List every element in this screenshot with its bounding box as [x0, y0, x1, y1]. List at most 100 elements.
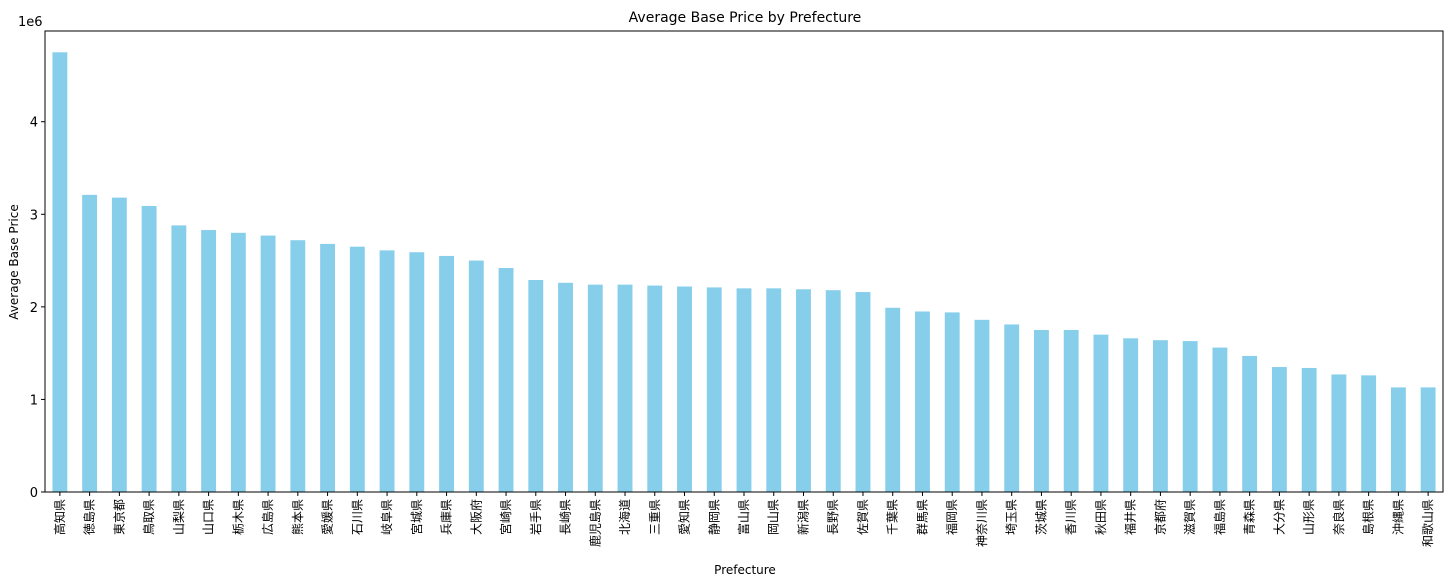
- x-axis-label: Prefecture: [714, 563, 776, 577]
- x-tick-label: 富山県: [736, 499, 751, 535]
- x-tick-label: 神奈川県: [975, 499, 989, 547]
- x-tick-label: 埼玉県: [1005, 499, 1019, 535]
- x-tick-label: 京都府: [1152, 499, 1167, 535]
- x-tick-label: 広島県: [260, 499, 275, 535]
- bar: [1390, 387, 1406, 492]
- x-tick-label: 愛媛県: [321, 499, 335, 535]
- x-tick-label: 山口県: [202, 499, 216, 535]
- bar: [766, 288, 782, 492]
- x-tick-label: 高知県: [52, 499, 67, 535]
- x-tick-label: 島根県: [1361, 499, 1376, 535]
- bar: [1063, 330, 1079, 492]
- x-axis-ticks: 高知県 徳島県 東京都 鳥取県 山梨県 山口県 栃木県 広島県 熊本県 愛媛県 石川県 岐阜県 宮城県 兵…: [52, 492, 1435, 547]
- x-tick-label: 茨城県: [1034, 499, 1048, 535]
- x-tick-label: 山梨県: [172, 499, 186, 535]
- bar: [320, 243, 336, 492]
- bar: [1301, 367, 1317, 492]
- bar: [1242, 355, 1258, 492]
- bar: [647, 285, 663, 492]
- bar: [230, 232, 246, 492]
- bar: [1212, 347, 1228, 492]
- x-tick-label: 熊本県: [290, 499, 305, 535]
- bar: [558, 282, 573, 492]
- bar: [915, 311, 930, 492]
- y-tick-label: 1: [30, 393, 38, 408]
- y-axis-label: Average Base Price: [7, 204, 21, 319]
- x-tick-label: 秋田県: [1094, 499, 1108, 535]
- x-tick-label: 三重県: [648, 499, 662, 535]
- x-tick-label: 北海道: [617, 499, 632, 535]
- x-tick-label: 香川県: [1064, 499, 1078, 535]
- bar: [1123, 338, 1139, 492]
- bar: [141, 205, 157, 492]
- x-tick-label: 岐阜県: [380, 499, 394, 535]
- bar: [617, 284, 633, 492]
- x-tick-label: 福岡県: [944, 499, 959, 535]
- y-tick-label: 2: [30, 301, 38, 316]
- x-tick-label: 福島県: [1212, 499, 1227, 535]
- x-tick-label: 沖縄県: [1390, 499, 1405, 535]
- bar: [1004, 324, 1020, 492]
- bar: [468, 260, 484, 492]
- y-axis-ticks: 0 1 2 3 4: [30, 116, 45, 501]
- plot-frame: [44, 30, 1444, 493]
- bar: [349, 246, 365, 492]
- x-tick-label: 兵庫県: [440, 499, 454, 535]
- x-tick-label: 福井県: [1123, 499, 1138, 535]
- bar: [82, 194, 98, 492]
- x-tick-label: 山形県: [1302, 499, 1316, 535]
- x-tick-label: 新潟県: [795, 499, 810, 535]
- bar: [825, 290, 841, 492]
- bar: [944, 312, 960, 492]
- x-tick-label: 滋賀県: [1183, 499, 1197, 535]
- bar: [1420, 387, 1436, 492]
- y-tick-label: 3: [30, 208, 38, 223]
- bar: [885, 307, 901, 492]
- x-tick-label: 鳥取県: [141, 499, 156, 535]
- chart-title: Average Base Price by Prefecture: [629, 10, 862, 26]
- x-tick-label: 大分県: [1272, 499, 1286, 535]
- x-tick-label: 静岡県: [707, 499, 721, 535]
- bar: [379, 250, 395, 492]
- bar: [587, 284, 603, 492]
- x-tick-label: 岡山県: [767, 499, 781, 535]
- x-tick-label: 青森県: [1242, 499, 1257, 535]
- x-tick-label: 宮城県: [409, 499, 424, 535]
- bar: [1093, 334, 1109, 492]
- bar: [1152, 340, 1168, 492]
- x-tick-label: 鹿児島県: [587, 499, 602, 547]
- bar: [974, 319, 990, 492]
- x-tick-label: 石川県: [350, 499, 364, 535]
- bar: [736, 288, 752, 492]
- bar: [528, 280, 544, 492]
- x-tick-label: 徳島県: [82, 499, 97, 535]
- bar: [290, 240, 306, 492]
- x-tick-label: 大阪府: [468, 499, 483, 535]
- bar: [260, 235, 276, 492]
- x-tick-label: 佐賀県: [856, 499, 870, 535]
- bar: [796, 289, 811, 492]
- bar: [201, 230, 217, 492]
- bar: [409, 252, 425, 492]
- bar: [171, 225, 187, 492]
- bar: [677, 286, 692, 492]
- x-tick-label: 長崎県: [559, 499, 573, 535]
- x-tick-label: 群馬県: [915, 499, 929, 535]
- bar: [498, 267, 514, 492]
- y-tick-label: 0: [30, 486, 38, 501]
- bar: [1034, 330, 1049, 492]
- bars-group: [52, 52, 1436, 492]
- y-tick-label: 4: [30, 116, 38, 131]
- bar: [706, 287, 722, 492]
- x-tick-label: 和歌山県: [1420, 499, 1435, 547]
- y-offset-label: 1e6: [18, 15, 43, 30]
- x-tick-label: 宮崎県: [498, 499, 513, 535]
- x-tick-label: 愛知県: [678, 499, 692, 535]
- x-tick-label: 長野県: [826, 499, 840, 535]
- bar: [439, 255, 454, 492]
- x-tick-label: 東京都: [112, 499, 126, 535]
- bar: [1331, 374, 1347, 492]
- bar: [1361, 375, 1377, 492]
- x-tick-label: 栃木県: [231, 499, 245, 535]
